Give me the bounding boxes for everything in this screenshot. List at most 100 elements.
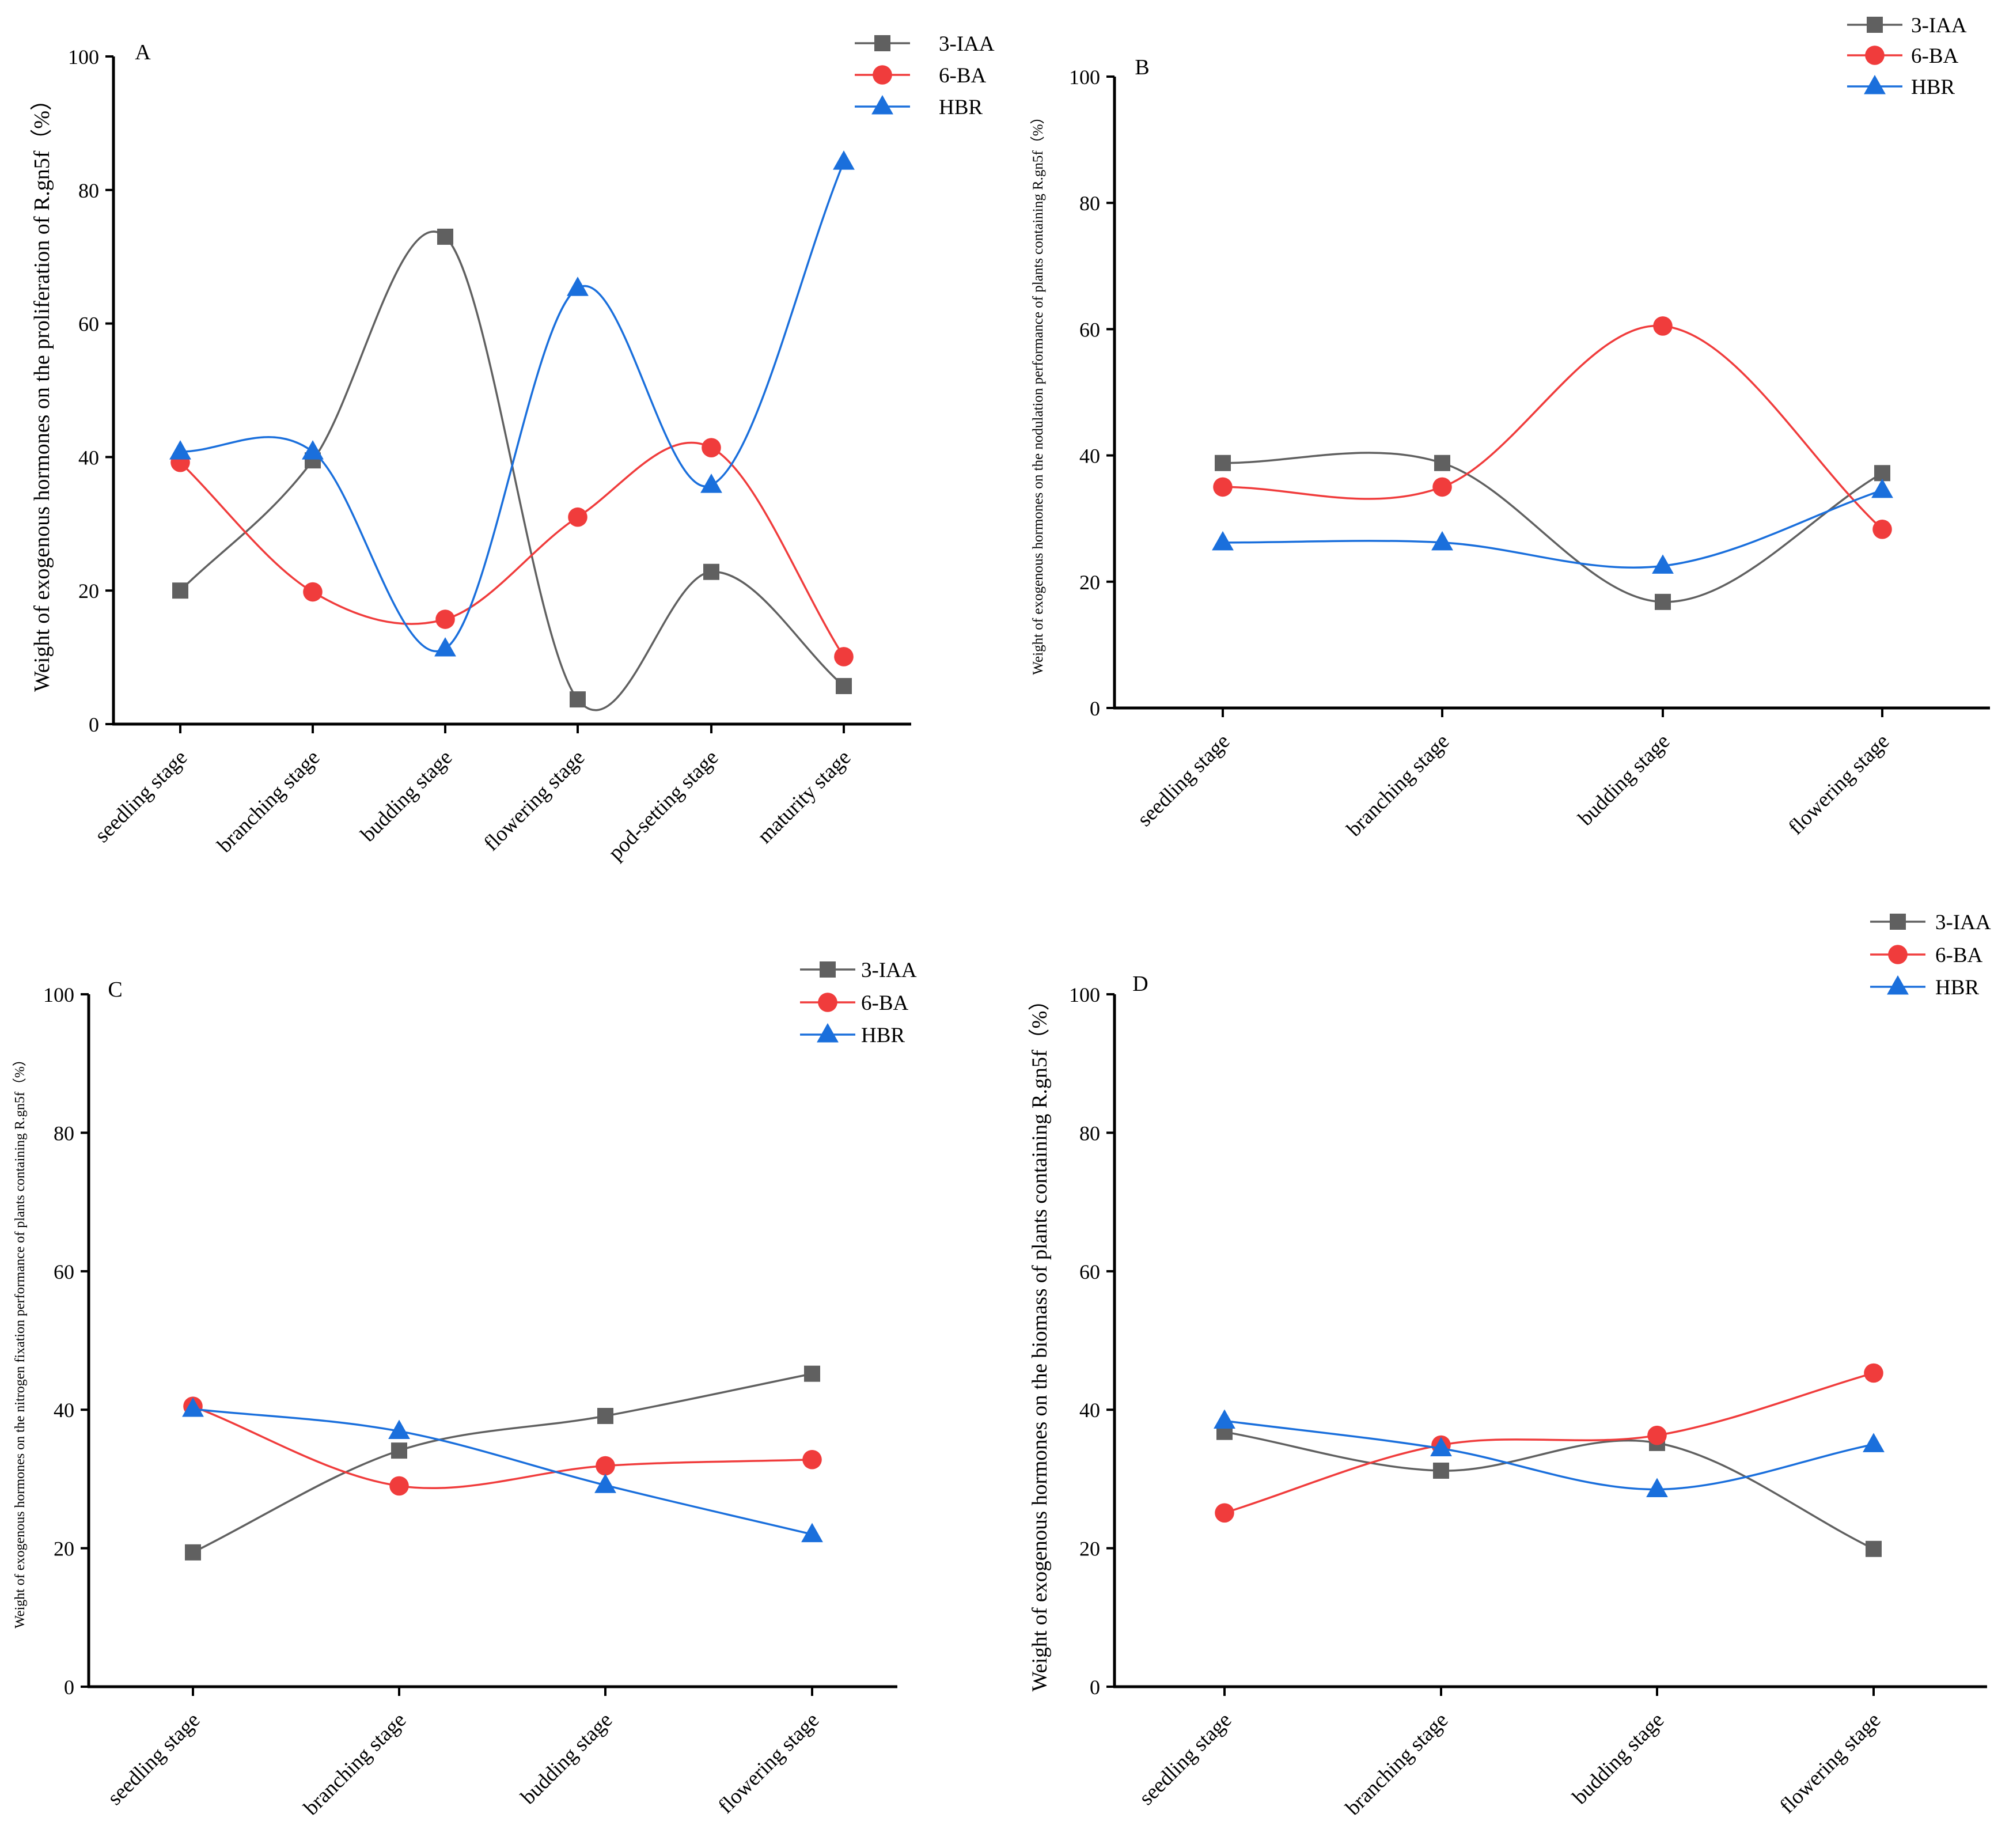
- panel-c-legend: 3-IAA 6-BA HBR: [800, 959, 917, 1047]
- panel-c-series-3-iaa: [185, 1365, 820, 1561]
- panel-a-y-tick-label-60: 60: [78, 313, 99, 336]
- panel-d-legend-label-6-ba: 6-BA: [1935, 944, 1983, 967]
- panel-b-hbr-point-budding-stage: [1652, 554, 1674, 574]
- panel-a-6-ba-point-budding-stage: [435, 609, 455, 629]
- panel-d-x-label-seedling-stage: seedling stage: [1135, 1708, 1236, 1809]
- panel-b-series-3-iaa: [1215, 452, 1890, 610]
- panel-a-3-iaa-point-budding-stage: [437, 228, 453, 245]
- panel-d-x-label-flowering-stage: flowering stage: [1775, 1708, 1885, 1818]
- panel-a-6-ba-point-branching-stage: [303, 582, 323, 602]
- panel-a-x-label-flowering-stage: flowering stage: [479, 745, 589, 855]
- panel-c-hbr-point-branching-stage: [388, 1419, 410, 1439]
- panel-c-legend-label-3-iaa: 3-IAA: [861, 959, 917, 982]
- panel-a-hbr-point-flowering-stage: [567, 277, 589, 296]
- panel-a-hbr-point-branching-stage: [302, 440, 324, 460]
- panel-c-legend-marker-6-ba: [818, 993, 837, 1012]
- panel-b-hbr-point-seedling-stage: [1212, 531, 1234, 551]
- panel-d-6-ba-line: [1224, 1372, 1874, 1514]
- panel-b-legend-marker-6-ba: [1865, 46, 1885, 65]
- panel-a-y-tick-label-40: 40: [78, 446, 99, 469]
- panel-c-x-label-branching-stage: branching stage: [299, 1708, 411, 1820]
- panel-a-y-tick-label-20: 20: [78, 580, 99, 603]
- panel-d-3-iaa-point-flowering-stage: [1866, 1540, 1882, 1557]
- panel-a-legend-marker-hbr: [871, 95, 893, 115]
- panel-c-3-iaa-point-seedling-stage: [185, 1544, 201, 1561]
- panel-b-6-ba-point-seedling-stage: [1213, 477, 1233, 497]
- panel-b-x-label-branching-stage: branching stage: [1342, 729, 1454, 841]
- panel-b-series-6-ba: [1213, 316, 1892, 539]
- panel-b-3-iaa-point-seedling-stage: [1215, 455, 1231, 471]
- panel-c: 0 20 40 60 80 100 seedling stage branching stag…: [13, 959, 917, 1820]
- panel-c-legend-label-6-ba: 6-BA: [861, 991, 909, 1015]
- panel-d-legend-marker-6-ba: [1888, 945, 1908, 964]
- panel-d-3-iaa-point-branching-stage: [1433, 1462, 1449, 1479]
- panel-a-3-iaa-point-flowering-stage: [570, 691, 586, 708]
- panel-c-6-ba-point-budding-stage: [596, 1456, 615, 1476]
- panel-d-y-tick-label-80: 80: [1079, 1122, 1100, 1145]
- panel-b-legend: 3-IAA 6-BA HBR: [1847, 14, 1967, 99]
- panel-b-6-ba-line: [1222, 324, 1883, 531]
- panel-a-hbr-point-maturity-stage: [833, 150, 855, 170]
- panel-a: 0 20 40 60 80 100 seedling stage branching stag…: [30, 32, 995, 865]
- panel-a-3-iaa-point-seedling-stage: [172, 582, 188, 599]
- panel-d-y-tick-label-100: 100: [1069, 983, 1100, 1006]
- panel-a-x-label-budding-stage: budding stage: [356, 745, 457, 846]
- panel-b-legend-label-3-iaa: 3-IAA: [1911, 14, 1967, 37]
- panel-d-6-ba-point-budding-stage: [1647, 1425, 1667, 1445]
- panel-c-letter: C: [108, 978, 122, 1002]
- panel-c-y-axis-title: Weight of exogenous hormones on the nitr…: [13, 1052, 28, 1629]
- panel-d-series-6-ba: [1215, 1363, 1883, 1523]
- panel-d-y-tick-label-20: 20: [1079, 1538, 1100, 1561]
- panel-a-legend-marker-6-ba: [873, 65, 892, 85]
- panel-b-y-tick-label-40: 40: [1079, 445, 1100, 468]
- panel-b-y-tick-label-0: 0: [1090, 697, 1100, 720]
- panel-c-hbr-line: [192, 1408, 813, 1536]
- panel-d-legend-label-hbr: HBR: [1935, 976, 1979, 999]
- panel-a-3-iaa-line: [179, 230, 845, 711]
- panel-a-hbr-line: [180, 161, 845, 652]
- panel-c-3-iaa-line: [192, 1372, 813, 1554]
- panel-d-x-label-budding-stage: budding stage: [1568, 1708, 1669, 1809]
- panel-a-y-axis-title: Weight of exogenous hormones on the prol…: [30, 89, 54, 692]
- panel-d-hbr-point-budding-stage: [1646, 1478, 1668, 1497]
- panel-b-y-axis-title: Weight of exogenous hormones on the nodu…: [1030, 109, 1046, 675]
- panel-b-y-tick-label-100: 100: [1069, 66, 1100, 89]
- panel-a-series-3-iaa: [172, 228, 852, 711]
- panel-a-hbr-point-seedling-stage: [169, 440, 191, 460]
- panel-c-x-label-seedling-stage: seedling stage: [103, 1708, 204, 1809]
- panel-b-3-iaa-point-budding-stage: [1655, 593, 1671, 610]
- panel-d-y-tick-label-40: 40: [1079, 1399, 1100, 1422]
- panel-b-3-iaa-point-branching-stage: [1434, 455, 1450, 471]
- panel-d-6-ba-point-flowering-stage: [1864, 1363, 1883, 1383]
- panel-c-6-ba-point-flowering-stage: [802, 1449, 822, 1470]
- panel-a-hbr-point-pod-setting-stage: [700, 474, 722, 493]
- panel-a-6-ba-point-pod-setting-stage: [702, 438, 721, 457]
- panel-c-hbr-point-seedling-stage: [182, 1398, 204, 1417]
- panel-b-series-hbr: [1212, 478, 1893, 574]
- panel-c-hbr-point-budding-stage: [594, 1474, 616, 1493]
- panel-d-x-label-branching-stage: branching stage: [1341, 1708, 1453, 1820]
- panel-d-6-ba-point-seedling-stage: [1215, 1503, 1234, 1523]
- panel-b-6-ba-point-budding-stage: [1653, 316, 1673, 336]
- panel-c-legend-marker-hbr: [817, 1023, 839, 1043]
- panel-a-3-iaa-point-pod-setting-stage: [703, 563, 719, 580]
- panel-b: 0 20 40 60 80 100 seedling stage branching stag…: [1030, 14, 1990, 841]
- panel-b-x-label-budding-stage: budding stage: [1574, 729, 1674, 830]
- panel-b-6-ba-point-flowering-stage: [1872, 520, 1892, 539]
- panel-c-x-label-budding-stage: budding stage: [516, 1708, 617, 1809]
- panel-c-legend-label-hbr: HBR: [861, 1024, 905, 1047]
- panel-a-6-ba-point-maturity-stage: [834, 647, 854, 667]
- panel-b-3-iaa-point-flowering-stage: [1874, 465, 1890, 482]
- panel-a-legend-marker-3-iaa: [874, 35, 890, 51]
- panel-c-legend-marker-3-iaa: [820, 961, 836, 978]
- panel-b-y-tick-label-60: 60: [1079, 318, 1100, 341]
- panel-d-y-axis-title: Weight of exogenous hormones on the biom…: [1028, 990, 1052, 1692]
- panel-c-y-tick-label-60: 60: [54, 1260, 74, 1283]
- panel-b-legend-label-6-ba: 6-BA: [1911, 44, 1959, 68]
- panel-d-y-tick-label-0: 0: [1090, 1676, 1100, 1699]
- panel-d-legend-marker-3-iaa: [1890, 914, 1906, 930]
- panel-a-6-ba-line: [179, 441, 845, 657]
- panel-d-hbr-point-branching-stage: [1430, 1437, 1452, 1457]
